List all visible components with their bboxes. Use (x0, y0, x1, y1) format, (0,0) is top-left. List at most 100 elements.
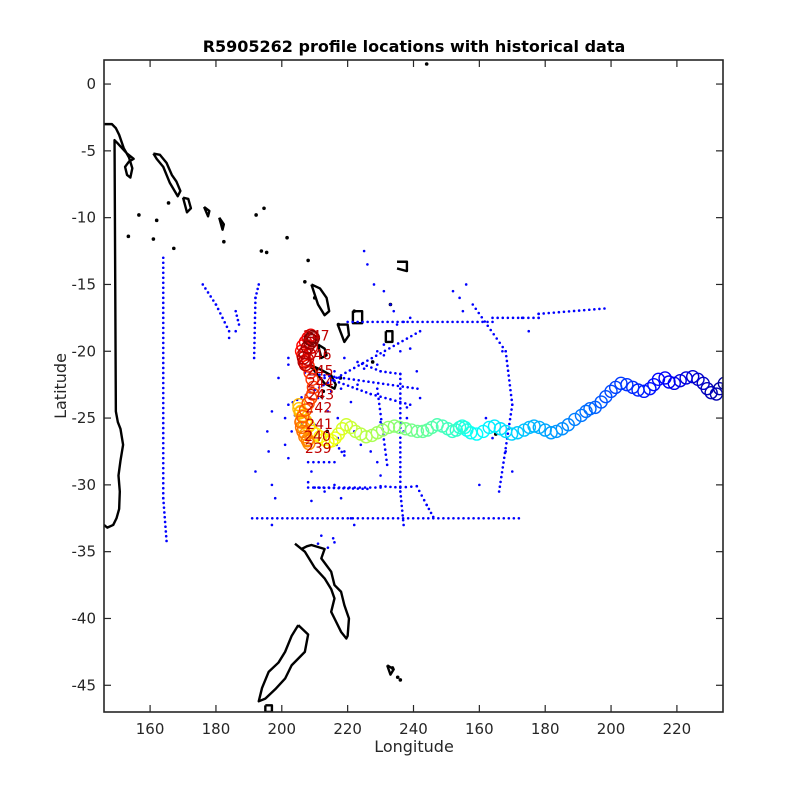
historical-point (273, 496, 277, 500)
historical-point (223, 321, 227, 324)
coastline (218, 216, 226, 231)
historical-point (399, 490, 402, 493)
historical-point (420, 494, 424, 497)
profile-cycle-label: 240 (304, 429, 331, 445)
historical-point (375, 387, 379, 390)
historical-point (408, 316, 412, 320)
historical-point (291, 516, 294, 520)
historical-point (306, 480, 310, 484)
historical-point (502, 461, 505, 464)
historical-point (343, 450, 346, 453)
historical-point (161, 476, 165, 480)
historical-point (461, 309, 465, 313)
historical-point (235, 314, 239, 317)
historical-point (161, 256, 165, 260)
historical-point (405, 416, 409, 420)
historical-point (508, 383, 512, 387)
historical-point (253, 346, 256, 350)
island-point (325, 429, 330, 434)
historical-point (339, 387, 343, 390)
plot-area: 2452442432422412402392462472 (103, 59, 724, 713)
historical-point (399, 480, 402, 484)
historical-data-layer (161, 249, 606, 549)
historical-point (374, 368, 378, 371)
historical-point (310, 499, 313, 503)
historical-point (598, 307, 601, 311)
chart-title: R5905262 profile locations with historic… (203, 37, 626, 56)
historical-point (508, 422, 511, 426)
profile-location-point (303, 332, 317, 346)
island-point (320, 394, 324, 399)
historical-point (369, 450, 372, 453)
profile-location-point (658, 371, 672, 385)
historical-point (495, 337, 499, 340)
historical-point (512, 516, 516, 520)
historical-point (401, 518, 405, 522)
historical-point (510, 403, 514, 407)
historical-point (500, 475, 503, 479)
y-tick-label: -25 (72, 409, 97, 427)
historical-point (391, 383, 395, 387)
historical-point (371, 320, 374, 324)
island-point (352, 309, 357, 313)
historical-point (507, 516, 511, 520)
historical-point (254, 301, 257, 305)
historical-point (331, 537, 335, 540)
y-axis-label: Latitude (51, 353, 70, 419)
historical-point (260, 516, 264, 520)
historical-point (527, 316, 530, 320)
historical-point (394, 372, 397, 375)
historical-point (509, 388, 512, 392)
historical-point (389, 371, 392, 374)
historical-point (317, 460, 320, 464)
historical-point (386, 383, 390, 386)
historical-point (498, 485, 502, 489)
historical-point (471, 303, 475, 306)
historical-point (161, 496, 165, 500)
historical-point (411, 386, 414, 390)
coastline (202, 206, 211, 218)
historical-point (323, 490, 326, 493)
historical-point (441, 320, 444, 324)
historical-point (356, 516, 360, 520)
historical-point (417, 489, 421, 493)
historical-point (327, 486, 331, 490)
profile-location-point (583, 402, 597, 416)
historical-point (371, 516, 375, 520)
historical-point (161, 271, 165, 275)
historical-point (396, 384, 400, 388)
float-track-layer (292, 328, 723, 451)
historical-point (399, 382, 402, 386)
historical-point (337, 447, 341, 450)
historical-point (336, 416, 340, 420)
historical-point (323, 486, 326, 490)
historical-point (399, 455, 402, 459)
island-point (166, 201, 171, 205)
historical-point (507, 379, 511, 382)
historical-point (375, 460, 379, 464)
profile-location-point (306, 380, 321, 395)
historical-point (399, 372, 402, 376)
historical-point (406, 385, 409, 389)
historical-point (447, 516, 450, 520)
island-point (398, 678, 403, 682)
historical-point (374, 354, 378, 358)
historical-point (527, 329, 531, 333)
historical-point (477, 516, 480, 520)
historical-point (379, 351, 382, 355)
historical-point (256, 287, 259, 291)
x-tick-label: 200 (597, 720, 626, 738)
historical-point (446, 320, 449, 324)
historical-point (330, 378, 334, 382)
historical-point (547, 311, 551, 315)
profile-location-point (626, 380, 640, 395)
profile-location-point (306, 387, 320, 401)
historical-point (416, 387, 419, 390)
historical-point (337, 381, 341, 384)
historical-point (164, 530, 168, 533)
historical-point (349, 400, 353, 404)
historical-point (161, 441, 165, 445)
historical-point (161, 276, 165, 280)
historical-point (486, 320, 489, 324)
historical-point (366, 487, 369, 491)
